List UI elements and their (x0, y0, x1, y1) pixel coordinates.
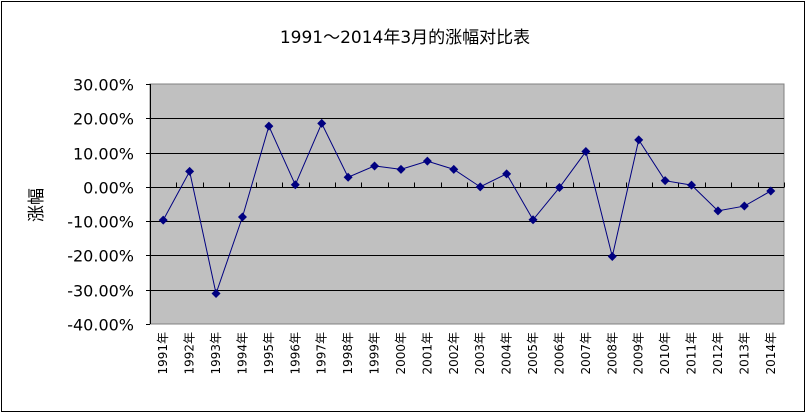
y-tick-label: -20.00% (67, 247, 134, 266)
data-point-marker (766, 186, 776, 196)
data-point-marker (502, 169, 512, 179)
y-tick-label: 30.00% (73, 76, 134, 95)
x-tick-label: 2005年 (526, 332, 540, 375)
x-tick-label: 2001年 (420, 332, 434, 375)
data-point-marker (634, 135, 644, 145)
data-point-marker (581, 147, 591, 157)
y-tick-label: 0.00% (83, 179, 134, 198)
data-point-marker (211, 288, 221, 298)
y-tick-label: 20.00% (73, 110, 134, 129)
data-point-marker (422, 156, 432, 166)
y-tick-label: -30.00% (67, 282, 134, 301)
x-tick-label: 2006年 (552, 332, 566, 375)
data-point-marker (396, 164, 406, 174)
x-tick-label: 2009年 (632, 332, 646, 375)
data-point-marker (158, 215, 168, 225)
data-point-marker (554, 183, 564, 193)
data-point-marker (185, 166, 195, 176)
x-tick-label: 2002年 (447, 332, 461, 375)
x-tick-label: 2014年 (764, 332, 778, 375)
x-tick-label: 2013年 (737, 332, 751, 375)
data-point-marker (317, 118, 327, 128)
x-tick-label: 2012年 (711, 332, 725, 375)
x-tick-label: 2008年 (605, 332, 619, 375)
x-tick-label: 2003年 (473, 332, 487, 375)
data-point-marker (237, 212, 247, 222)
x-tick-label: 1994年 (235, 332, 249, 375)
x-tick-label: 1992年 (183, 332, 197, 375)
series-line (162, 122, 772, 296)
data-point-marker (687, 180, 697, 190)
data-point-marker (660, 176, 670, 186)
x-tick-label: 1996年 (288, 332, 302, 375)
x-tick-label: 2004年 (500, 332, 514, 375)
x-tick-label: 1993年 (209, 332, 223, 375)
x-tick-label: 1997年 (315, 332, 329, 375)
y-axis-label: 涨幅 (27, 188, 47, 222)
x-tick-label: 2007年 (579, 332, 593, 375)
x-tick-label: 1999年 (368, 332, 382, 375)
x-tick-label: 1995年 (262, 332, 276, 375)
data-point-marker (475, 182, 485, 192)
data-point-marker (264, 121, 274, 131)
chart-title: 1991～2014年3月的涨幅对比表 (280, 28, 530, 48)
data-point-marker (607, 251, 617, 261)
x-tick-label: 2011年 (685, 332, 699, 375)
y-tick-label: -10.00% (67, 213, 134, 232)
y-tick-label: -40.00% (67, 316, 134, 335)
y-tick-label: 10.00% (73, 145, 134, 164)
plot-area (149, 83, 785, 325)
data-point-marker (449, 164, 459, 174)
x-tick-label: 1991年 (156, 332, 170, 375)
data-point-marker (290, 180, 300, 190)
data-point-marker (370, 161, 380, 171)
data-point-marker (739, 201, 749, 211)
x-tick-label: 1998年 (341, 332, 355, 375)
x-tick-label: 2000年 (394, 332, 408, 375)
x-tick-label: 2010年 (658, 332, 672, 375)
data-point-marker (713, 206, 723, 216)
data-point-marker (343, 172, 353, 182)
data-point-marker (528, 215, 538, 225)
